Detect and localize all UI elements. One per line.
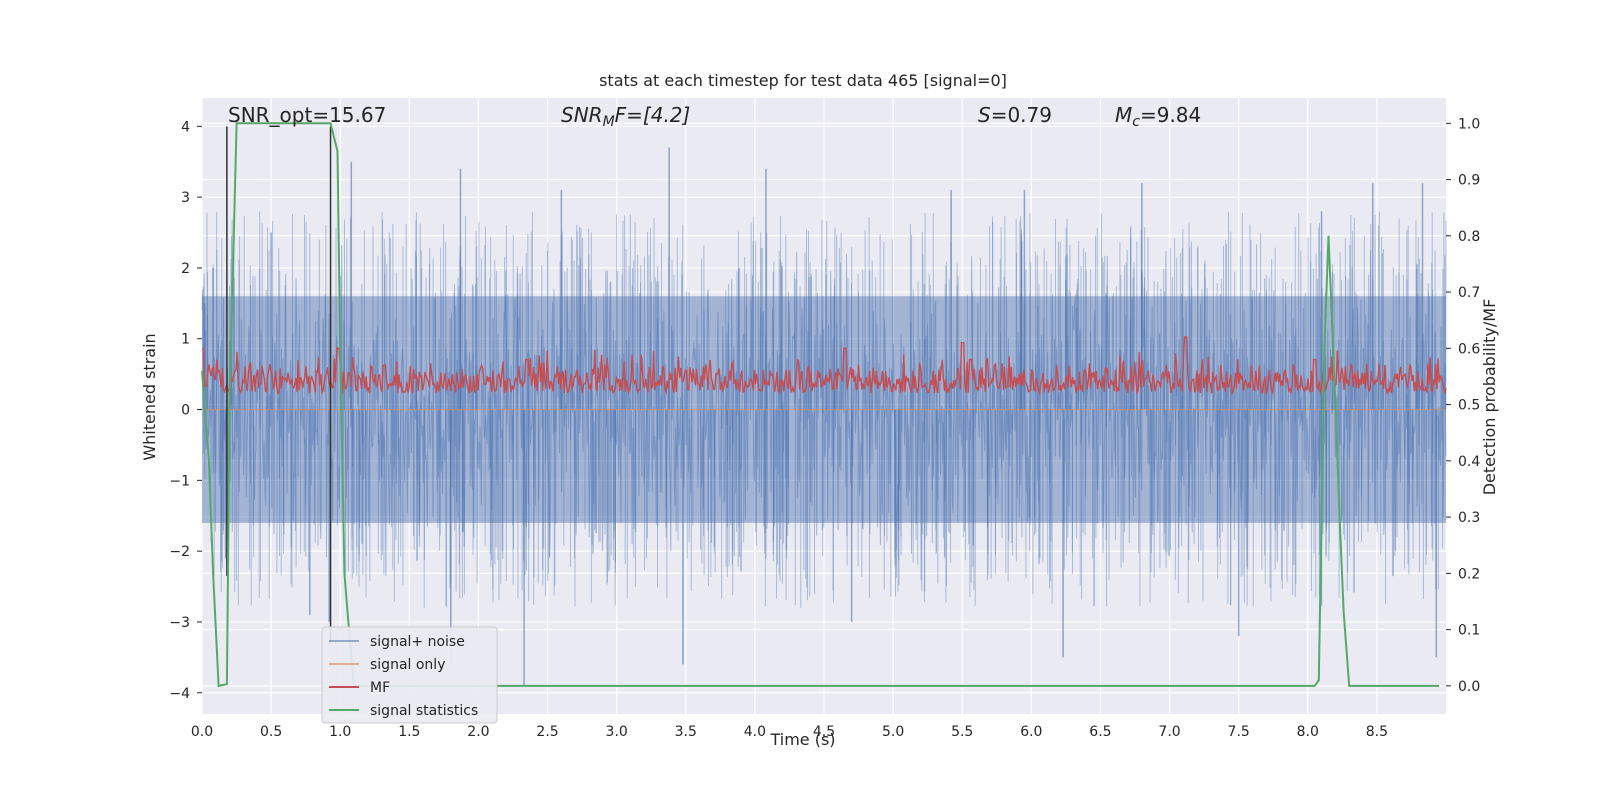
x-tick-label: 2.5 [536, 724, 558, 740]
legend-label-signal-only: signal only [370, 657, 445, 673]
x-tick-label: 1.0 [329, 724, 351, 740]
x-axis-label: Time (s) [769, 730, 835, 749]
mf-line [202, 336, 1447, 396]
y-axis-ticks: 4 3 2 1 0 −1 −2 −3 −4 [169, 119, 202, 702]
x-tick-label: 8.0 [1297, 724, 1319, 740]
y-right-tick-label: 0.5 [1458, 398, 1480, 414]
y-right-tick-label: 0.3 [1458, 510, 1480, 526]
x-tick-label: 7.0 [1158, 724, 1180, 740]
x-tick-label: 6.5 [1089, 724, 1111, 740]
legend-label-mf: MF [370, 680, 390, 696]
y-axis-label: Whitened strain [140, 333, 159, 460]
legend-label-signal-statistics: signal statistics [370, 703, 478, 719]
y-right-tick-label: 0.6 [1458, 341, 1480, 357]
y-right-tick-label: 1.0 [1458, 116, 1480, 132]
y-tick-label: 2 [181, 261, 190, 277]
vertical-markers [226, 126, 332, 644]
x-tick-label: 8.5 [1366, 724, 1388, 740]
annotation-s: S=0.79 [978, 103, 1052, 127]
y-tick-label: 0 [181, 403, 190, 419]
x-tick-label: 1.5 [398, 724, 420, 740]
y-tick-label: −3 [169, 615, 190, 631]
y-right-tick-label: 0.7 [1458, 285, 1480, 301]
annotation-snr-mf: SNRMF=[4.2] [561, 103, 690, 130]
x-tick-label: 5.0 [882, 724, 904, 740]
y-right-tick-label: 0.0 [1458, 679, 1480, 695]
y-tick-label: −1 [169, 473, 190, 489]
x-tick-label: 7.5 [1228, 724, 1250, 740]
y-right-axis-label: Detection probability/MF [1480, 299, 1499, 496]
y-right-tick-label: 0.9 [1458, 173, 1480, 189]
x-tick-label: 0.5 [260, 724, 282, 740]
legend-box [321, 626, 498, 724]
legend-label-signal-noise: signal+ noise [370, 634, 465, 650]
x-axis-ticks: 0.0 0.5 1.0 1.5 2.0 2.5 3.0 3.5 4.0 4.5 5.0 5.5 6.0 6… [191, 724, 1388, 740]
y-tick-label: 4 [181, 119, 190, 135]
x-tick-label: 5.5 [951, 724, 973, 740]
y-tick-label: −2 [169, 544, 190, 560]
x-tick-label: 3.0 [606, 724, 628, 740]
y-tick-label: 3 [181, 190, 190, 206]
x-tick-label: 6.0 [1020, 724, 1042, 740]
y-right-tick-label: 0.2 [1458, 566, 1480, 582]
y-right-tick-label: 0.1 [1458, 623, 1480, 639]
x-tick-label: 0.0 [191, 724, 213, 740]
x-tick-label: 4.5 [813, 724, 835, 740]
mf-series [202, 336, 1447, 396]
y-tick-label: −4 [169, 686, 190, 702]
y-tick-label: 1 [181, 332, 190, 348]
y-right-axis-ticks: 1.0 0.9 0.8 0.7 0.6 0.5 0.4 0.3 0.2 0.1 0.0 [1446, 116, 1480, 695]
x-tick-label: 4.0 [744, 724, 766, 740]
x-tick-label: 2.0 [467, 724, 489, 740]
chart-title: stats at each timestep for test data 465… [599, 71, 1007, 90]
signal-noise-line [201, 227, 1447, 581]
y-right-tick-label: 0.8 [1458, 229, 1480, 245]
legend: signal+ noise signal only MF signal stat… [321, 626, 498, 724]
annotation-snr-opt: SNR_opt=15.67 [228, 103, 386, 127]
annotation-mc: Mc=9.84 [1115, 103, 1201, 130]
y-right-tick-label: 0.4 [1458, 454, 1480, 470]
x-tick-label: 3.5 [675, 724, 697, 740]
